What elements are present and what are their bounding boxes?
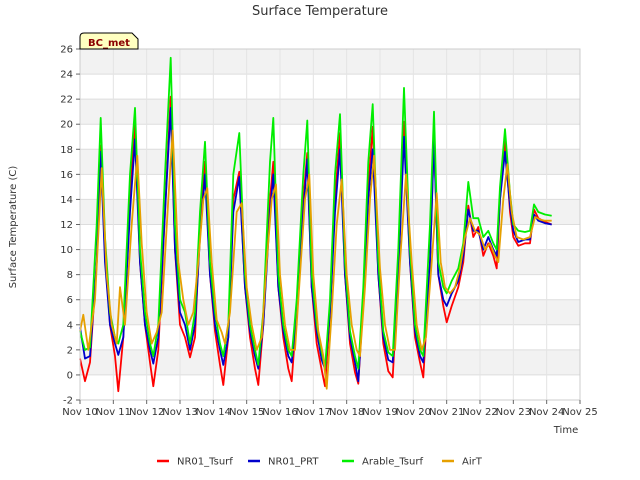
y-tick-label: 18	[60, 145, 73, 156]
y-axis-label: Surface Temperature (C)	[8, 166, 19, 289]
x-tick-label: Nov 11	[96, 407, 131, 418]
x-tick-label: Nov 21	[429, 407, 464, 418]
x-tick-label: Nov 18	[329, 407, 364, 418]
x-tick-label: Nov 20	[396, 407, 431, 418]
x-tick-label: Nov 17	[296, 407, 331, 418]
y-tick-label: 20	[60, 120, 73, 131]
plot-band	[80, 199, 580, 225]
y-tick-label: 24	[60, 70, 73, 81]
plot-band	[80, 149, 580, 175]
x-tick-label: Nov 13	[162, 407, 197, 418]
x-tick-label: Nov 15	[229, 407, 264, 418]
y-tick-label: 14	[60, 195, 73, 206]
y-tick-label: -2	[63, 396, 73, 407]
x-tick-label: Nov 19	[362, 407, 397, 418]
legend: NR01_Tsurf NR01_PRT Arable_Tsurf AirT	[157, 457, 483, 468]
x-tick-label: Nov 25	[562, 407, 597, 418]
y-tick-label: 4	[67, 320, 73, 331]
y-tick-label: 8	[67, 270, 73, 281]
legend-label: NR01_PRT	[268, 457, 319, 468]
site-tag-label: BC_met	[88, 38, 130, 49]
series-lines	[79, 56, 553, 393]
y-tick-label: 2	[67, 345, 73, 356]
y-tick-label: 16	[60, 170, 73, 181]
plot-band	[80, 124, 580, 150]
y-tick-label: 12	[60, 220, 73, 231]
plot-band	[80, 49, 580, 75]
x-tick-label: Nov 12	[129, 407, 164, 418]
legend-label: Arable_Tsurf	[362, 457, 423, 468]
legend-label: NR01_Tsurf	[177, 457, 233, 468]
x-tick-label: Nov 10	[62, 407, 97, 418]
y-tick-label: 6	[67, 295, 73, 306]
series-line-nr01-tsurf	[79, 95, 553, 393]
legend-label: AirT	[462, 457, 483, 468]
site-tag: BC_met	[79, 32, 139, 50]
y-tick-label: 26	[60, 45, 73, 56]
series-line-airt	[79, 129, 552, 390]
plot-band	[80, 224, 580, 250]
plot-band	[80, 249, 580, 275]
y-tick-label: 0	[67, 370, 73, 381]
x-tick-label: Nov 24	[529, 407, 564, 418]
plot-band	[80, 74, 580, 100]
y-tick-label: 10	[60, 245, 73, 256]
plot-band	[80, 349, 580, 375]
y-tick-label: 22	[60, 95, 73, 106]
site-tag-box	[79, 32, 139, 50]
x-tick-label: Nov 14	[196, 407, 231, 418]
chart-title: Surface Temperature	[252, 4, 388, 19]
series-line-nr01-prt	[79, 107, 552, 383]
x-tick-label: Nov 16	[262, 407, 297, 418]
plot-band	[80, 374, 580, 400]
plot-band	[80, 99, 580, 125]
x-tick-label: Nov 22	[462, 407, 497, 418]
x-axis-label: Time	[553, 425, 578, 436]
x-tick-label: Nov 23	[496, 407, 531, 418]
